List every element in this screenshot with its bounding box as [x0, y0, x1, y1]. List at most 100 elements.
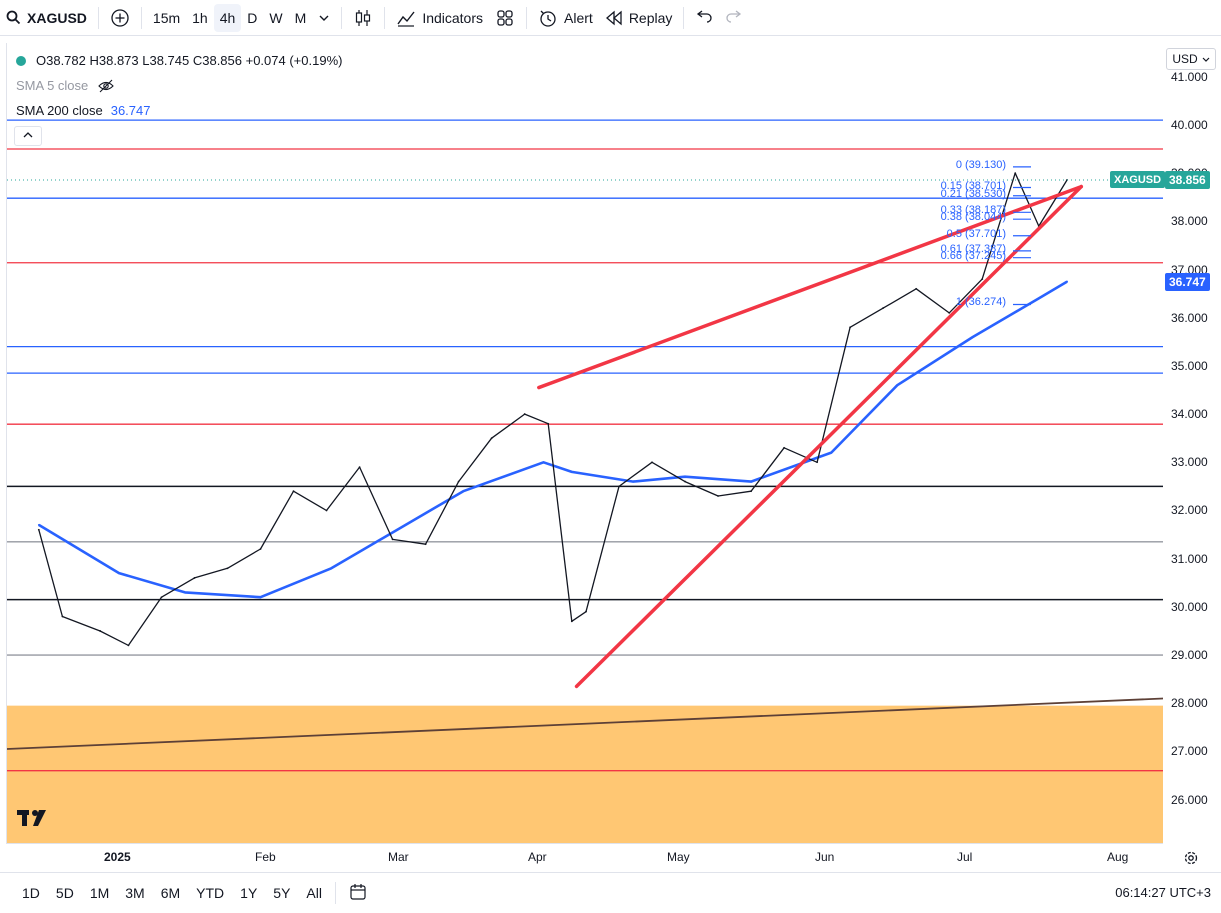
sma200-line-point: [632, 480, 635, 483]
templates-button[interactable]: [489, 4, 521, 32]
price-tick: 29.000: [1171, 648, 1208, 663]
rewind-icon: [605, 10, 623, 26]
price-line-point: [585, 610, 587, 613]
price-tick: 32.000: [1171, 503, 1208, 518]
price-tick: 38.000: [1171, 214, 1208, 229]
chevron-down-icon: [1202, 52, 1210, 66]
sma200-row[interactable]: SMA 200 close 36.747: [16, 98, 342, 123]
sma200-line-point: [330, 567, 333, 570]
range-1y[interactable]: 1Y: [240, 885, 258, 901]
ohlc-row: O38.782 H38.873 L38.745 C38.856 +0.074 (…: [16, 48, 342, 73]
top-toolbar: XAGUSD 15m 1h 4h D W M Indicators: [0, 0, 1221, 36]
interval-1h[interactable]: 1h: [192, 9, 208, 26]
price-line-point: [457, 480, 460, 483]
sma200-line-point: [462, 490, 465, 493]
interval-4h[interactable]: 4h: [213, 3, 242, 32]
clock[interactable]: 06:14:27 UTC+3: [1115, 885, 1211, 900]
range-5d[interactable]: 5D: [55, 885, 74, 901]
range-3m[interactable]: 3M: [125, 885, 145, 901]
plus-circle-icon: [110, 8, 130, 28]
sma200-line-point: [396, 528, 399, 531]
bottom-toolbar: 1D 5D 1M 3M 6M YTD 1Y 5Y All 06:14:27 UT…: [0, 872, 1221, 913]
sma200-line-point: [184, 591, 186, 594]
market-status-dot: [16, 55, 26, 66]
price-tick: 34.000: [1171, 407, 1208, 422]
separator: [334, 882, 336, 904]
fib-label: 1 (36.274): [955, 296, 1006, 309]
trendline-1: [537, 184, 1084, 390]
time-label-aug: Aug: [1107, 850, 1129, 864]
price-line-point: [37, 528, 40, 531]
range-5y[interactable]: 5Y: [273, 885, 291, 901]
price-chart[interactable]: [7, 43, 1163, 843]
price-tick: 36.000: [1171, 310, 1208, 325]
symbol-search[interactable]: XAGUSD: [0, 4, 93, 32]
price-tick: 28.000: [1171, 696, 1208, 711]
chevron-down-icon: [318, 12, 330, 24]
time-label-mar: Mar: [388, 850, 409, 864]
sma5-label: SMA 5 close: [16, 78, 89, 93]
eye-hidden-icon[interactable]: [98, 79, 115, 93]
chart-pane[interactable]: [6, 43, 1163, 843]
redo-button[interactable]: [719, 4, 749, 32]
separator: [526, 6, 528, 29]
price-tick: 35.000: [1171, 358, 1208, 373]
price-line-point: [882, 307, 885, 309]
replay-button[interactable]: Replay: [599, 4, 679, 32]
alert-button[interactable]: Alert: [532, 4, 599, 32]
chart-type-button[interactable]: [347, 4, 379, 32]
currency-selector[interactable]: USD: [1166, 48, 1216, 70]
price-line-point: [684, 480, 686, 483]
interval-m[interactable]: M: [294, 9, 307, 26]
price-line-point: [816, 461, 819, 464]
price-line-point: [61, 615, 64, 618]
price-line-point: [292, 490, 295, 493]
interval-15m[interactable]: 15m: [152, 9, 181, 26]
time-label-may: May: [667, 850, 690, 864]
fib-label: 0.15 (38.701): [940, 179, 1006, 192]
undo-button[interactable]: [689, 4, 719, 32]
separator: [341, 6, 343, 29]
grid-icon: [495, 8, 515, 28]
interval-dropdown[interactable]: [312, 4, 336, 32]
price-line-point: [547, 422, 550, 425]
price-tick: 30.000: [1171, 599, 1208, 614]
range-6m[interactable]: 6M: [160, 885, 181, 901]
undo-icon: [695, 9, 713, 26]
alarm-clock-icon: [538, 8, 558, 28]
indicators-label: Indicators: [422, 9, 484, 26]
collapse-legend-button[interactable]: [14, 126, 42, 146]
compare-button[interactable]: [104, 4, 136, 32]
fib-label: 0.38 (38.044): [940, 211, 1006, 224]
interval-d[interactable]: D: [247, 9, 258, 26]
range-1m[interactable]: 1M: [89, 885, 110, 901]
replay-label: Replay: [628, 9, 673, 26]
tradingview-logo: [17, 808, 51, 834]
sma200-line-point: [542, 461, 545, 464]
range-1d[interactable]: 1D: [22, 885, 40, 901]
fib-label: 0.66 (37.245): [940, 249, 1006, 262]
price-line-point: [981, 278, 984, 281]
sma200-line-point: [1066, 280, 1069, 283]
separator: [683, 6, 685, 29]
sma5-row[interactable]: SMA 5 close: [16, 73, 342, 98]
chart-settings-button[interactable]: [1183, 850, 1199, 869]
last-price-tag: 38.856: [1165, 171, 1210, 190]
range-all[interactable]: All: [306, 885, 322, 901]
fib-label: 0.21 (38.530): [940, 187, 1006, 200]
price-line-point: [490, 437, 493, 440]
time-label-apr: Apr: [528, 850, 547, 864]
indicators-button[interactable]: Indicators: [390, 4, 489, 32]
interval-w[interactable]: W: [269, 9, 283, 26]
price-tick: 41.000: [1171, 69, 1208, 84]
fib-label: 0 (39.130): [955, 158, 1006, 171]
date-range-button[interactable]: [341, 880, 375, 906]
price-line-point: [99, 630, 102, 632]
sma200-line-point: [750, 480, 752, 483]
sma200-line-point: [1037, 297, 1040, 300]
ohlc-values: O38.782 H38.873 L38.745 C38.856 +0.074 (…: [36, 53, 343, 68]
price-line-point: [325, 509, 328, 512]
time-axis[interactable]: 2025 Feb Mar Apr May Jun Jul Aug: [6, 843, 1163, 871]
range-ytd[interactable]: YTD: [196, 885, 225, 901]
price-scale[interactable]: USD 41.00040.00039.00038.00037.00036.000…: [1163, 43, 1221, 843]
